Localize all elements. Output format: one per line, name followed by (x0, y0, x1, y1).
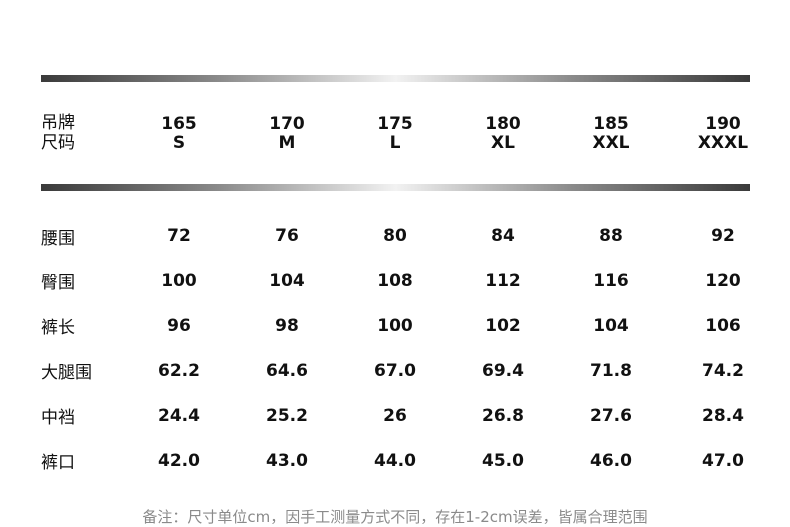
table-cell: 71.8 (590, 361, 632, 381)
table-cell: 62.2 (158, 361, 200, 381)
table-cell: 104 (593, 316, 629, 336)
table-cell: 104 (269, 271, 305, 291)
table-cell: 43.0 (266, 451, 308, 471)
table-cell: 25.2 (266, 406, 308, 426)
table-cell: 74.2 (702, 361, 744, 381)
table-cell: 42.0 (158, 451, 200, 471)
table-cell: 45.0 (482, 451, 524, 471)
table-cell: 112 (485, 271, 521, 291)
table-cell: 67.0 (374, 361, 416, 381)
size-label: 尺码 (41, 133, 75, 153)
row-label-waist: 腰围 (41, 229, 75, 249)
row-label-hem: 裤口 (41, 453, 75, 473)
size-column-header: 180 XL (453, 115, 553, 153)
table-cell: 116 (593, 271, 629, 291)
tag-label: 吊牌 (41, 113, 75, 133)
table-cell: 80 (383, 226, 407, 246)
table-cell: 27.6 (590, 406, 632, 426)
table-cell: 69.4 (482, 361, 524, 381)
size-height: 185 (593, 114, 629, 134)
size-height: 180 (485, 114, 521, 134)
row-label-hip: 臀围 (41, 273, 75, 293)
table-cell: 108 (377, 271, 413, 291)
table-cell: 96 (167, 316, 191, 336)
size-code: XXL (592, 133, 630, 153)
table-cell: 98 (275, 316, 299, 336)
table-cell: 24.4 (158, 406, 200, 426)
size-height: 175 (377, 114, 413, 134)
row-label-thigh: 大腿围 (41, 363, 92, 383)
table-cell: 120 (705, 271, 741, 291)
size-code: M (278, 133, 296, 153)
size-code: S (172, 133, 186, 153)
size-code: XL (491, 133, 515, 153)
measurement-note: 备注：尺寸单位cm，因手工测量方式不同，存在1-2cm误差，皆属合理范围 (142, 508, 648, 526)
table-cell: 64.6 (266, 361, 308, 381)
tag-size-header: 吊牌 尺码 (41, 113, 75, 153)
table-cell: 26 (383, 406, 407, 426)
row-label-length: 裤长 (41, 318, 75, 338)
middle-divider-bar (41, 184, 750, 191)
table-cell: 72 (167, 226, 191, 246)
table-cell: 26.8 (482, 406, 524, 426)
size-height: 190 (705, 114, 741, 134)
table-cell: 47.0 (702, 451, 744, 471)
size-height: 170 (269, 114, 305, 134)
table-cell: 76 (275, 226, 299, 246)
size-code: L (389, 133, 401, 153)
size-height: 165 (161, 114, 197, 134)
row-label-rise: 中裆 (41, 408, 75, 428)
table-cell: 92 (711, 226, 735, 246)
table-cell: 100 (161, 271, 197, 291)
table-cell: 84 (491, 226, 515, 246)
size-column-header: 175 L (345, 115, 445, 153)
table-cell: 46.0 (590, 451, 632, 471)
size-column-header: 170 M (237, 115, 337, 153)
size-column-header: 190 XXXL (673, 115, 773, 153)
table-cell: 44.0 (374, 451, 416, 471)
size-column-header: 165 S (129, 115, 229, 153)
table-cell: 102 (485, 316, 521, 336)
size-code: XXXL (697, 133, 749, 153)
table-cell: 106 (705, 316, 741, 336)
top-divider-bar (41, 75, 750, 82)
table-cell: 28.4 (702, 406, 744, 426)
size-column-header: 185 XXL (561, 115, 661, 153)
table-cell: 100 (377, 316, 413, 336)
table-cell: 88 (599, 226, 623, 246)
